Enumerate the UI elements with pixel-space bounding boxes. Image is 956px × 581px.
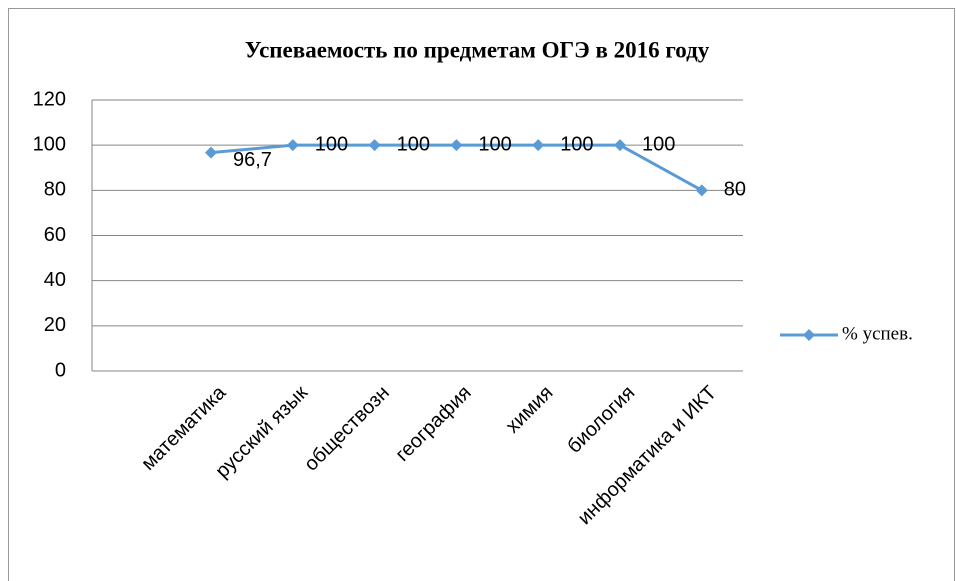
data-label: 80 [724, 179, 746, 201]
marker [695, 184, 708, 197]
chart-border [8, 8, 955, 581]
data-label: 100 [478, 133, 511, 155]
marker [205, 146, 217, 159]
legend-label: % успев. [842, 323, 913, 344]
y-tick-label: 60 [44, 224, 66, 246]
y-tick-label: 40 [44, 269, 66, 291]
marker [368, 139, 381, 152]
marker [614, 139, 626, 152]
data-label: 96,7 [233, 149, 272, 171]
y-tick-label: 20 [44, 314, 66, 336]
marker [286, 139, 299, 152]
y-tick-label: 100 [33, 133, 66, 155]
y-tick-label: 120 [33, 88, 66, 110]
data-label: 100 [642, 133, 675, 155]
chart-title: Успеваемость по предметам ОГЭ в 2016 год… [245, 37, 710, 62]
marker [450, 139, 463, 152]
marker [532, 139, 545, 152]
y-tick-label: 0 [55, 359, 66, 381]
data-label: 100 [560, 133, 593, 155]
legend-marker [803, 329, 815, 341]
data-label: 100 [315, 133, 348, 155]
data-label: 100 [397, 133, 430, 155]
y-tick-label: 80 [44, 179, 66, 201]
